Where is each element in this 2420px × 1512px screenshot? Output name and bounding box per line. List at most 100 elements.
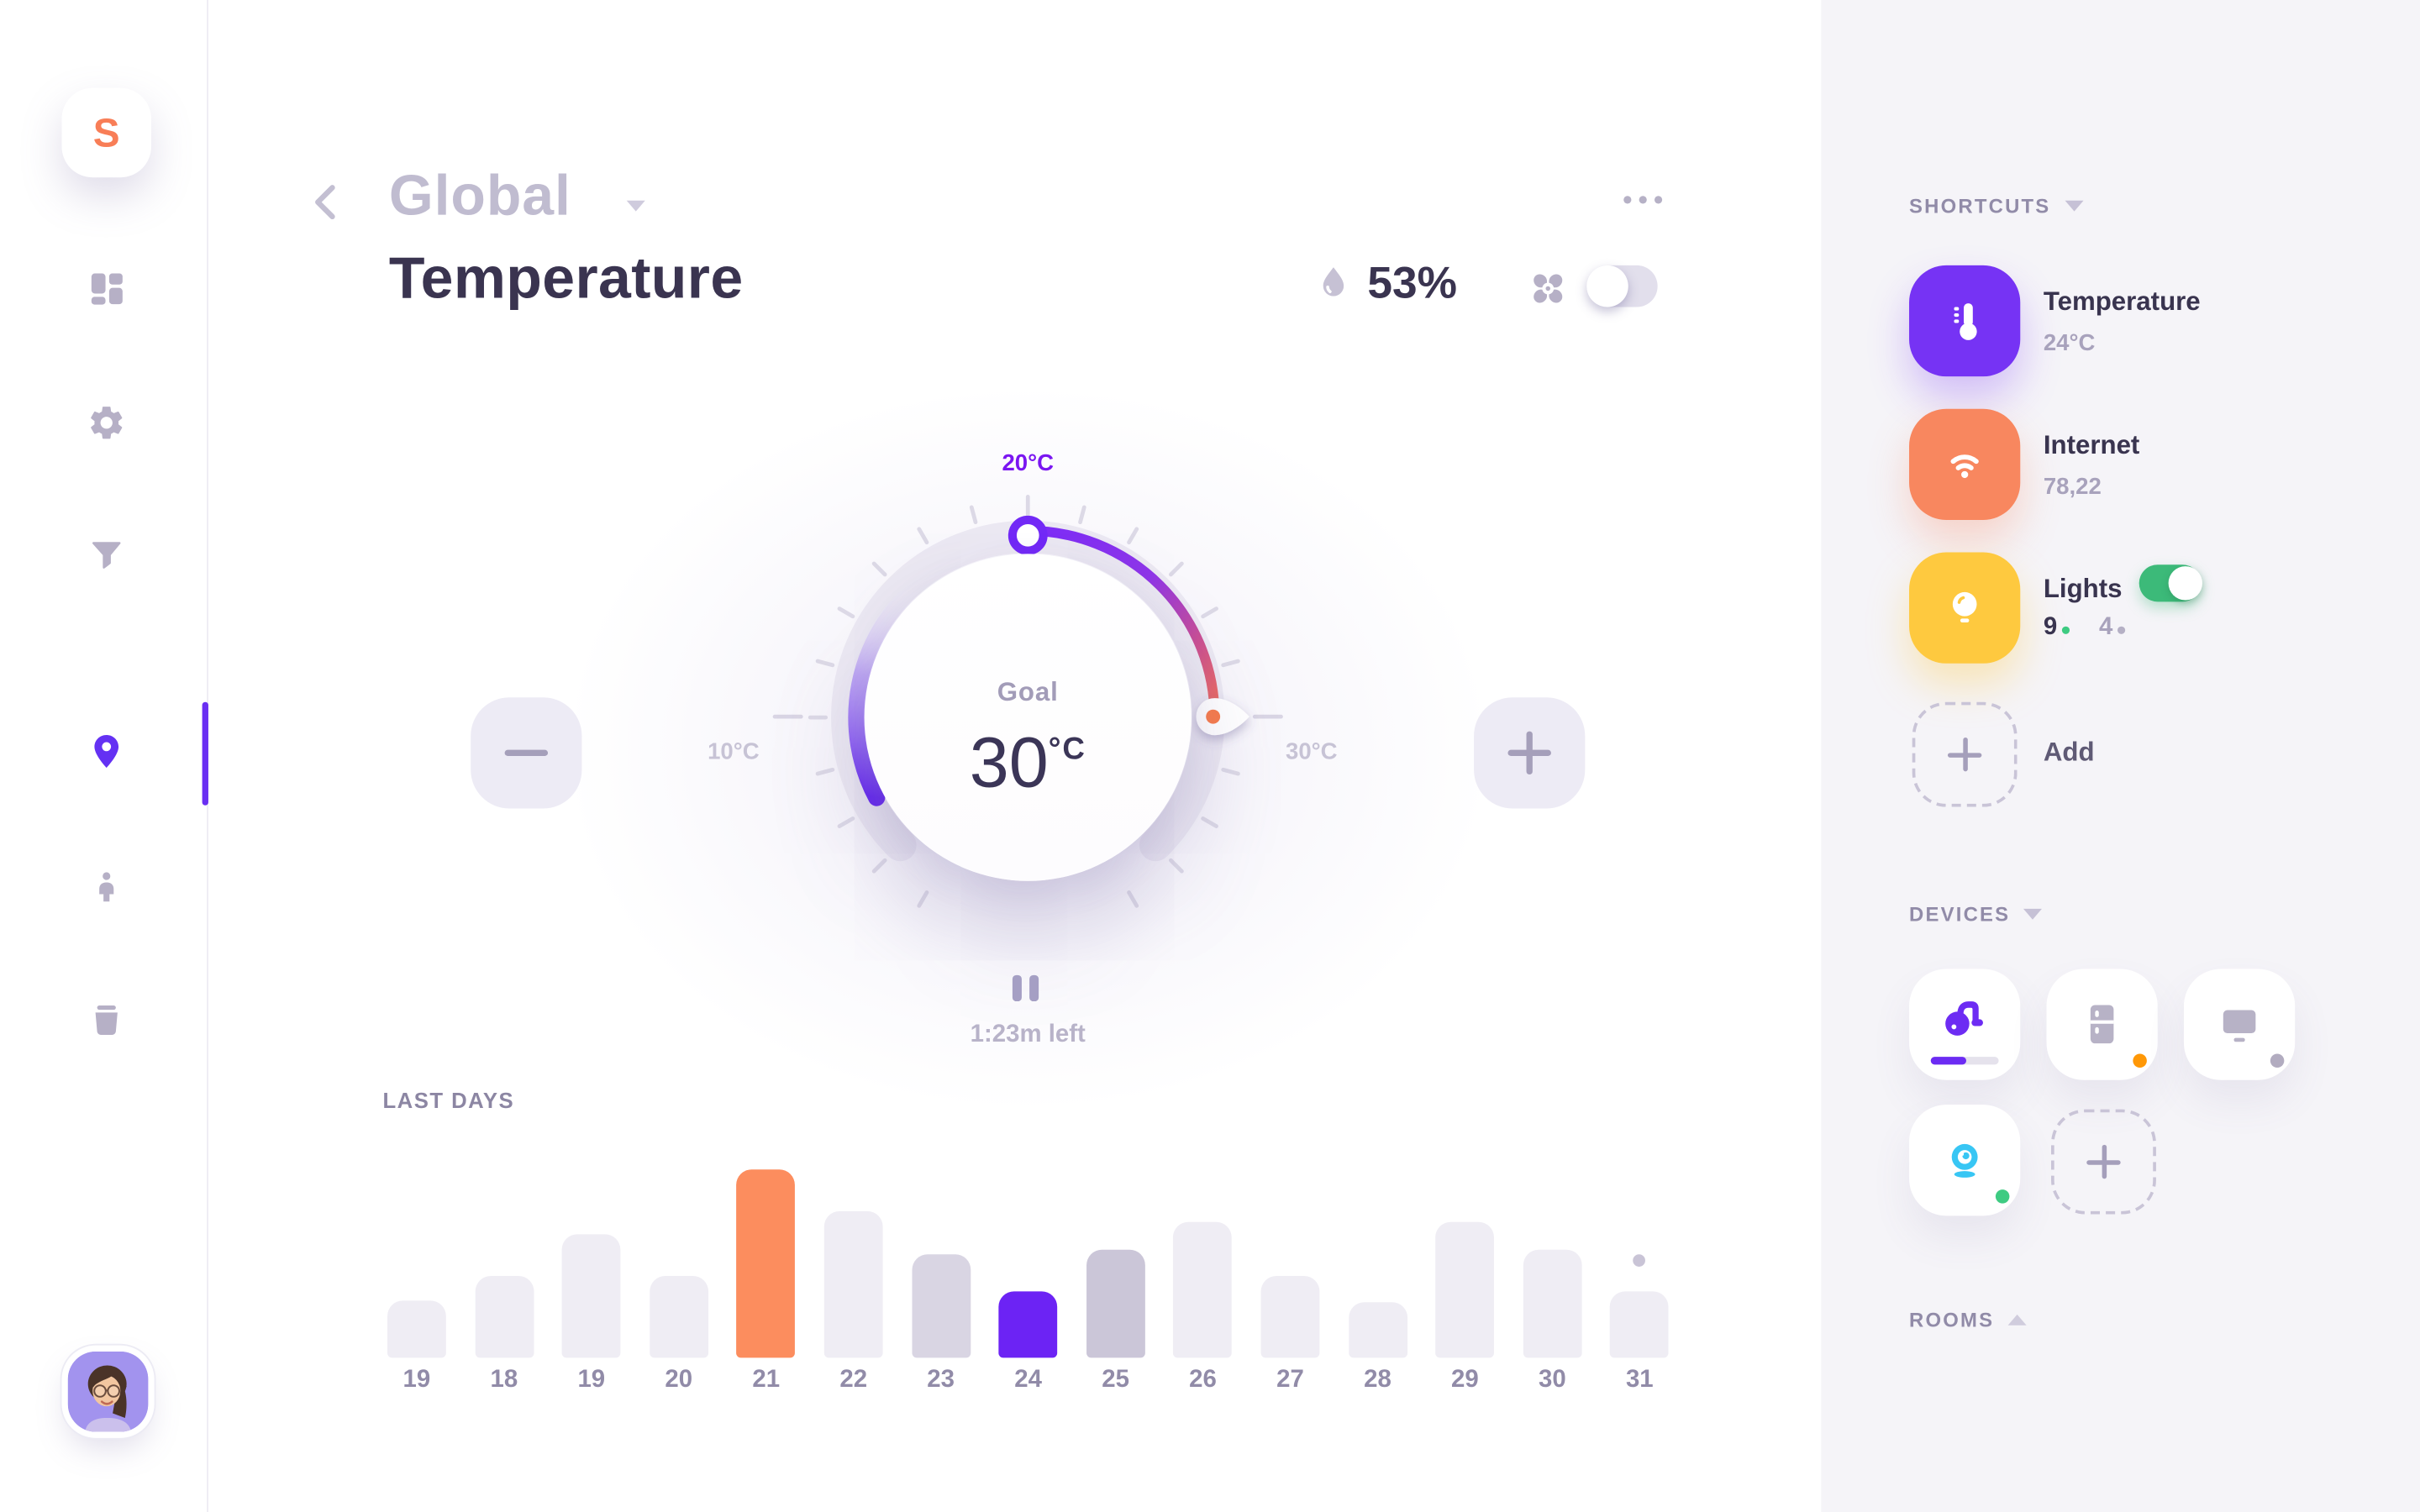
chart-dot-marker	[1633, 1254, 1646, 1267]
user-avatar[interactable]	[67, 1351, 149, 1432]
lights-off-count: 4	[2099, 614, 2126, 642]
chevron-down-icon	[2023, 908, 2043, 920]
chart-x-label: 24	[1014, 1367, 1042, 1394]
chart-x-label: 19	[402, 1367, 431, 1394]
fan-icon	[1534, 274, 1563, 303]
chart-x-label: 20	[665, 1367, 693, 1394]
vacuum-cleaner-icon	[1945, 1001, 1983, 1036]
chart-bar[interactable]	[474, 1275, 534, 1358]
sidebar-item-locations[interactable]	[87, 732, 127, 772]
breadcrumb-category[interactable]: Global	[388, 163, 571, 227]
webcam-status-dot	[1995, 1189, 2010, 1204]
lights-toggle-knob	[2168, 566, 2203, 601]
dial-scale-min-label: 10°C	[708, 738, 760, 766]
category-caret-down-icon[interactable]	[626, 200, 645, 212]
shortcut-temperature-tile[interactable]	[1909, 265, 2021, 377]
avatar-image	[67, 1351, 149, 1432]
trash-basket-icon	[95, 1005, 118, 1035]
chart-x-label: 31	[1625, 1367, 1654, 1394]
dial-handle[interactable]	[1007, 515, 1048, 555]
chart-x-label: 28	[1364, 1367, 1392, 1394]
chart-bar[interactable]	[998, 1291, 1058, 1358]
add-shortcut-button[interactable]	[1912, 701, 2018, 807]
app-logo[interactable]: S	[61, 87, 151, 178]
chart-bar[interactable]	[1348, 1302, 1407, 1358]
chart-x-label: 30	[1539, 1367, 1566, 1394]
chart-bar[interactable]	[1523, 1249, 1582, 1358]
chart-x-label: 22	[839, 1367, 868, 1394]
vacuum-progress-bar	[1930, 1057, 1999, 1064]
droplet-icon	[1323, 267, 1344, 297]
goal-unit: °C	[1048, 732, 1086, 767]
wifi-icon	[1950, 454, 1979, 479]
chart-title: LAST DAYS	[382, 1087, 515, 1113]
app-logo-letter: S	[92, 108, 120, 155]
page-title: Temperature	[388, 246, 744, 312]
active-nav-indicator	[202, 701, 208, 806]
shortcut-internet-tile[interactable]	[1909, 408, 2021, 520]
shortcut-lights-label: Lights	[2043, 574, 2123, 604]
dial-scale-max-label: 30°C	[1285, 738, 1338, 766]
chart-x-label: 25	[1102, 1367, 1129, 1394]
thermometer-icon	[1954, 303, 1977, 340]
right-panel: SHORTCUTS Temperature 24°C	[1821, 0, 2420, 1512]
chart-bar[interactable]	[736, 1169, 796, 1358]
chart-bar[interactable]	[1260, 1275, 1320, 1358]
device-webcam-tile[interactable]	[1909, 1105, 2021, 1216]
shortcut-lights-tile[interactable]	[1909, 552, 2021, 664]
chart-bar[interactable]	[1610, 1291, 1670, 1358]
add-device-button[interactable]	[2051, 1109, 2156, 1215]
rooms-section-header[interactable]: ROOMS	[1909, 1309, 2027, 1331]
chart-x-label: 18	[490, 1367, 518, 1394]
temperature-dial[interactable]	[719, 409, 1337, 1026]
chart-bar[interactable]	[561, 1234, 621, 1358]
shortcuts-section-header[interactable]: SHORTCUTS	[1909, 194, 2084, 218]
dial-tick-marks	[808, 495, 1248, 908]
device-fridge-tile[interactable]	[2046, 969, 2158, 1080]
decrease-temperature-button[interactable]	[471, 697, 582, 809]
increase-temperature-button[interactable]	[1474, 697, 1586, 809]
more-menu-button[interactable]	[1623, 196, 1663, 204]
minus-icon	[504, 749, 549, 756]
humidity-indicator	[1312, 262, 1355, 313]
devices-section-header[interactable]: DEVICES	[1909, 902, 2043, 926]
chart-bar[interactable]	[649, 1275, 708, 1358]
shortcut-internet-value: 78,22	[2043, 473, 2102, 501]
dial-goal-pin[interactable]	[1196, 698, 1249, 736]
chevron-down-icon	[2064, 200, 2084, 212]
dial-value-arc	[1023, 525, 1220, 723]
humidity-value: 53%	[1367, 259, 1457, 309]
plus-icon	[1947, 737, 1982, 772]
sidebar-item-dashboard[interactable]	[87, 269, 127, 309]
shortcut-temperature-value: 24°C	[2043, 330, 2096, 357]
chart-x-label: 27	[1276, 1367, 1304, 1394]
chart-bar[interactable]	[1435, 1221, 1495, 1358]
dial-center: Goal 30°C	[864, 554, 1192, 881]
chart-bar[interactable]	[1173, 1221, 1233, 1358]
monitor-status-dot	[2270, 1053, 2285, 1068]
device-vacuum-tile[interactable]	[1909, 969, 2021, 1080]
chart-bar[interactable]	[387, 1300, 446, 1358]
chart-bar[interactable]	[823, 1210, 883, 1358]
chart-bar[interactable]	[1086, 1249, 1145, 1358]
fridge-status-dot	[2133, 1053, 2147, 1068]
shortcut-internet-label: Internet	[2043, 430, 2140, 460]
chart-bar[interactable]	[911, 1254, 971, 1358]
sidebar: S	[0, 0, 208, 1512]
chevron-up-icon	[2007, 1314, 2027, 1326]
goal-value: 30°C	[969, 722, 1086, 803]
device-monitor-tile[interactable]	[2183, 969, 2296, 1080]
sidebar-item-storage[interactable]	[87, 1000, 127, 1040]
sidebar-item-profile[interactable]	[87, 867, 127, 907]
fan-toggle[interactable]	[1586, 265, 1658, 307]
back-button[interactable]	[308, 182, 342, 223]
lights-toggle[interactable]	[2139, 564, 2203, 602]
map-pin-icon	[94, 734, 119, 768]
dial-scale-top-label: 20°C	[1002, 450, 1055, 477]
chart-x-label: 21	[752, 1367, 781, 1394]
sidebar-item-settings[interactable]	[87, 402, 127, 443]
gear-icon	[91, 407, 123, 439]
chevron-left-icon	[315, 185, 335, 220]
pause-button[interactable]	[1012, 974, 1039, 1002]
sidebar-item-filter[interactable]	[87, 535, 127, 575]
